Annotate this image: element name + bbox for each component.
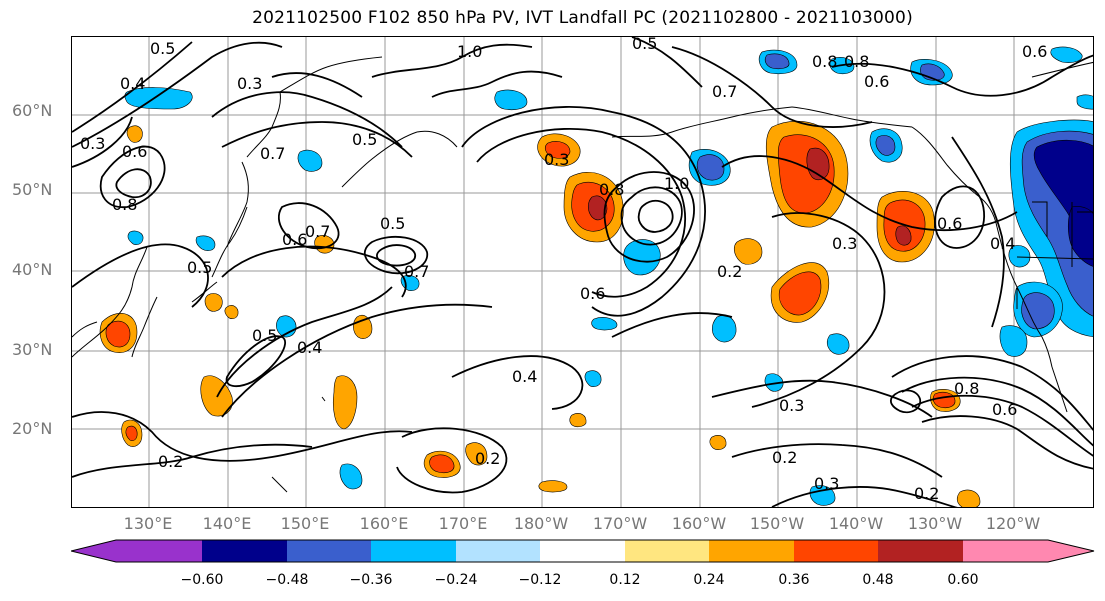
contour-label: 0.6 (864, 72, 889, 91)
contour-label: 0.5 (150, 39, 175, 58)
contour-label: 0.4 (512, 367, 537, 386)
contour-label: 0.6 (122, 142, 147, 161)
contour-label: 0.5 (352, 130, 377, 149)
latitude-label: 50°N (12, 180, 53, 199)
colorbar-tick-label: −0.48 (265, 572, 309, 588)
contour-label: 0.7 (404, 262, 429, 281)
colorbar-tick-label: −0.24 (434, 572, 478, 588)
colorbar-segment (709, 540, 794, 562)
contour-label: 0.5 (187, 258, 212, 277)
colorbar (70, 539, 1095, 563)
contour-labels: 0.5 1.0 0.5 0.8 0.4 0.3 0.3 0.6 0.8 0.7 … (80, 37, 1047, 503)
colorbar-segments (71, 540, 1094, 562)
colorbar-segment (71, 540, 202, 562)
longitude-label: 160°W (671, 514, 727, 533)
contour-label: 0.5 (632, 37, 657, 53)
contour-label: 0.6 (992, 400, 1017, 419)
contour-label: 0.3 (814, 474, 839, 493)
colorbar-tick-label: −0.12 (518, 572, 562, 588)
contour-label: 0.3 (80, 134, 105, 153)
contour-label: 0.2 (475, 449, 500, 468)
contour-label: 0.7 (260, 144, 285, 163)
contour-label: 0.3 (544, 150, 569, 169)
colorbar-segment (794, 540, 878, 562)
contour-label: 0.2 (717, 262, 742, 281)
contour-label: 0.5 (252, 326, 277, 345)
longitude-label: 170°E (438, 514, 488, 533)
map-panel: 0.5 1.0 0.5 0.8 0.4 0.3 0.3 0.6 0.8 0.7 … (71, 36, 1094, 508)
longitude-label: 150°E (280, 514, 330, 533)
latitude-label: 60°N (12, 101, 53, 120)
contour-label: 0.3 (779, 396, 804, 415)
contour-label: 1.0 (664, 174, 689, 193)
latitude-label: 40°N (12, 260, 53, 279)
graticule (72, 37, 1093, 507)
contour-label: 0.6 (1022, 42, 1047, 61)
map-title: 2021102500 F102 850 hPa PV, IVT Landfall… (252, 8, 913, 28)
colorbar-segment (202, 540, 287, 562)
colorbar-segment (878, 540, 963, 562)
contour-label: 0.8 (954, 379, 979, 398)
colorbar-segment (963, 540, 1094, 562)
colorbar-tick-label: 0.24 (693, 572, 725, 588)
positive-ivt-shading (99, 120, 981, 507)
colorbar-tick-label: 0.48 (862, 572, 894, 588)
colorbar-segment (287, 540, 371, 562)
contour-label: 1.0 (457, 42, 482, 61)
longitude-label: 130°E (123, 514, 173, 533)
latitude-label: 20°N (12, 419, 53, 438)
longitude-label: 130°W (907, 514, 963, 533)
longitude-label: 180°W (513, 514, 569, 533)
contour-label: 0.8 (112, 195, 137, 214)
map-canvas: 0.5 1.0 0.5 0.8 0.4 0.3 0.3 0.6 0.8 0.7 … (72, 37, 1093, 507)
longitude-label: 160°E (359, 514, 409, 533)
longitude-label: 150°W (749, 514, 805, 533)
colorbar-outline (70, 539, 1095, 563)
longitude-label: 140°W (828, 514, 884, 533)
longitude-label: 120°W (985, 514, 1041, 533)
contour-label: 0.3 (237, 74, 262, 93)
colorbar-tick-label: 0.12 (609, 572, 641, 588)
contour-label: 0.6 (937, 214, 962, 233)
colorbar-canvas (70, 539, 1095, 563)
contour-label: 0.4 (297, 338, 322, 357)
colorbar-tick-label: −0.36 (349, 572, 393, 588)
colorbar-tick-label: −0.60 (180, 572, 224, 588)
contour-label: 0.7 (305, 222, 330, 241)
contour-label: 0.2 (158, 452, 183, 471)
colorbar-segment (540, 540, 625, 562)
contour-label: 0.6 (282, 230, 307, 249)
contour-label: 0.8 (844, 52, 869, 71)
longitude-label: 140°E (202, 514, 252, 533)
colorbar-tick-label: 0.60 (947, 572, 979, 588)
longitude-label: 170°W (592, 514, 648, 533)
negative-ivt-shading (124, 46, 1093, 506)
contour-label: 0.8 (599, 180, 624, 199)
contour-label: 0.7 (712, 82, 737, 101)
colorbar-tick-label: 0.36 (778, 572, 810, 588)
contour-label: 0.3 (832, 234, 857, 253)
colorbar-segment (456, 540, 540, 562)
contour-label: 0.8 (812, 52, 837, 71)
pv-contours (72, 37, 1093, 507)
colorbar-segment (371, 540, 456, 562)
colorbar-segment (625, 540, 709, 562)
contour-label: 0.6 (580, 284, 605, 303)
coastlines (72, 56, 1093, 493)
contour-label: 0.5 (380, 214, 405, 233)
contour-label: 0.4 (120, 74, 145, 93)
contour-label: 0.2 (772, 448, 797, 467)
contour-label: 0.4 (990, 234, 1015, 253)
contour-label: 0.2 (914, 484, 939, 503)
latitude-label: 30°N (12, 340, 53, 359)
